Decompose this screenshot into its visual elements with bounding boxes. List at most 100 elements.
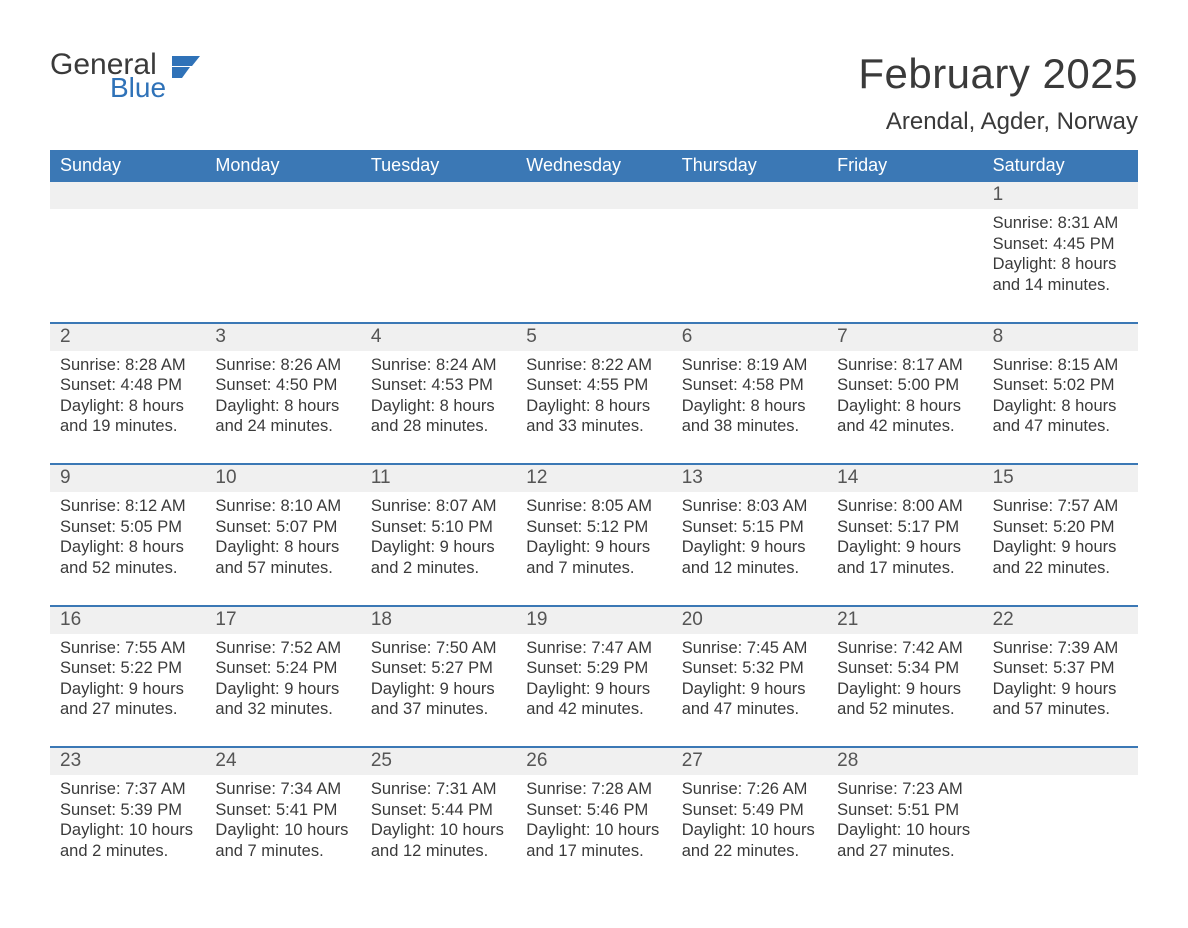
day-cell: Sunrise: 7:23 AMSunset: 5:51 PMDaylight:… bbox=[827, 775, 982, 888]
brand-text: General Blue bbox=[50, 50, 166, 102]
sunset-text: Sunset: 5:44 PM bbox=[371, 800, 506, 821]
sunset-text: Sunset: 5:29 PM bbox=[526, 658, 661, 679]
sunrise-text: Sunrise: 8:07 AM bbox=[371, 496, 506, 517]
sunrise-text: Sunrise: 7:57 AM bbox=[993, 496, 1128, 517]
sunset-text: Sunset: 4:55 PM bbox=[526, 375, 661, 396]
sunset-text: Sunset: 5:07 PM bbox=[215, 517, 350, 538]
day-number: 11 bbox=[361, 465, 516, 492]
dayname: Saturday bbox=[983, 150, 1138, 182]
sunset-text: Sunset: 4:48 PM bbox=[60, 375, 195, 396]
day-cell bbox=[205, 209, 360, 322]
location: Arendal, Agder, Norway bbox=[858, 108, 1138, 136]
day-number: 5 bbox=[516, 324, 671, 351]
sunset-text: Sunset: 4:50 PM bbox=[215, 375, 350, 396]
day-number: 27 bbox=[672, 748, 827, 775]
day-number: 3 bbox=[205, 324, 360, 351]
day-cell: Sunrise: 7:57 AMSunset: 5:20 PMDaylight:… bbox=[983, 492, 1138, 605]
daynum-row: 16171819202122 bbox=[50, 607, 1138, 634]
sunset-text: Sunset: 4:58 PM bbox=[682, 375, 817, 396]
day-cell bbox=[672, 209, 827, 322]
sunrise-text: Sunrise: 7:52 AM bbox=[215, 638, 350, 659]
dayname: Tuesday bbox=[361, 150, 516, 182]
day-number bbox=[50, 182, 205, 209]
day-number: 10 bbox=[205, 465, 360, 492]
daylight-text: Daylight: 8 hours and 47 minutes. bbox=[993, 396, 1128, 437]
sunset-text: Sunset: 5:27 PM bbox=[371, 658, 506, 679]
daylight-text: Daylight: 9 hours and 7 minutes. bbox=[526, 537, 661, 578]
sunset-text: Sunset: 5:37 PM bbox=[993, 658, 1128, 679]
day-cell: Sunrise: 7:37 AMSunset: 5:39 PMDaylight:… bbox=[50, 775, 205, 888]
sunset-text: Sunset: 5:12 PM bbox=[526, 517, 661, 538]
day-cell: Sunrise: 8:22 AMSunset: 4:55 PMDaylight:… bbox=[516, 351, 671, 464]
sunrise-text: Sunrise: 7:47 AM bbox=[526, 638, 661, 659]
daynum-row: 1 bbox=[50, 182, 1138, 209]
sunrise-text: Sunrise: 8:05 AM bbox=[526, 496, 661, 517]
daylight-text: Daylight: 10 hours and 17 minutes. bbox=[526, 820, 661, 861]
day-number: 1 bbox=[983, 182, 1138, 209]
daylight-text: Daylight: 9 hours and 47 minutes. bbox=[682, 679, 817, 720]
day-cell bbox=[983, 775, 1138, 888]
day-number: 23 bbox=[50, 748, 205, 775]
day-cell: Sunrise: 8:03 AMSunset: 5:15 PMDaylight:… bbox=[672, 492, 827, 605]
daylight-text: Daylight: 9 hours and 52 minutes. bbox=[837, 679, 972, 720]
sunset-text: Sunset: 5:49 PM bbox=[682, 800, 817, 821]
title-block: February 2025 Arendal, Agder, Norway bbox=[858, 50, 1138, 136]
month-title: February 2025 bbox=[858, 50, 1138, 98]
brand-word-2: Blue bbox=[110, 74, 166, 102]
header: General Blue February 2025 Arendal, Agde… bbox=[50, 50, 1138, 136]
day-number: 19 bbox=[516, 607, 671, 634]
daylight-text: Daylight: 8 hours and 42 minutes. bbox=[837, 396, 972, 437]
day-number: 16 bbox=[50, 607, 205, 634]
day-number bbox=[827, 182, 982, 209]
day-number: 4 bbox=[361, 324, 516, 351]
daylight-text: Daylight: 8 hours and 52 minutes. bbox=[60, 537, 195, 578]
week-row: 16171819202122Sunrise: 7:55 AMSunset: 5:… bbox=[50, 605, 1138, 747]
daynum-row: 232425262728 bbox=[50, 748, 1138, 775]
day-number: 12 bbox=[516, 465, 671, 492]
sunset-text: Sunset: 5:00 PM bbox=[837, 375, 972, 396]
daylight-text: Daylight: 9 hours and 57 minutes. bbox=[993, 679, 1128, 720]
daylight-text: Daylight: 8 hours and 14 minutes. bbox=[993, 254, 1128, 295]
day-cell: Sunrise: 7:31 AMSunset: 5:44 PMDaylight:… bbox=[361, 775, 516, 888]
day-cell: Sunrise: 8:28 AMSunset: 4:48 PMDaylight:… bbox=[50, 351, 205, 464]
dayname: Sunday bbox=[50, 150, 205, 182]
sunset-text: Sunset: 5:15 PM bbox=[682, 517, 817, 538]
day-cell: Sunrise: 8:15 AMSunset: 5:02 PMDaylight:… bbox=[983, 351, 1138, 464]
sunrise-text: Sunrise: 8:03 AM bbox=[682, 496, 817, 517]
day-number bbox=[516, 182, 671, 209]
daylight-text: Daylight: 10 hours and 22 minutes. bbox=[682, 820, 817, 861]
sunrise-text: Sunrise: 7:34 AM bbox=[215, 779, 350, 800]
day-cell: Sunrise: 7:47 AMSunset: 5:29 PMDaylight:… bbox=[516, 634, 671, 747]
day-cell: Sunrise: 8:05 AMSunset: 5:12 PMDaylight:… bbox=[516, 492, 671, 605]
day-cell bbox=[50, 209, 205, 322]
day-number: 24 bbox=[205, 748, 360, 775]
sunrise-text: Sunrise: 7:39 AM bbox=[993, 638, 1128, 659]
day-number bbox=[672, 182, 827, 209]
sunrise-text: Sunrise: 8:31 AM bbox=[993, 213, 1128, 234]
day-cell: Sunrise: 7:34 AMSunset: 5:41 PMDaylight:… bbox=[205, 775, 360, 888]
daylight-text: Daylight: 10 hours and 27 minutes. bbox=[837, 820, 972, 861]
day-cell: Sunrise: 8:26 AMSunset: 4:50 PMDaylight:… bbox=[205, 351, 360, 464]
daylight-text: Daylight: 9 hours and 27 minutes. bbox=[60, 679, 195, 720]
calendar: SundayMondayTuesdayWednesdayThursdayFrid… bbox=[50, 150, 1138, 888]
dayname: Thursday bbox=[672, 150, 827, 182]
sunrise-text: Sunrise: 7:42 AM bbox=[837, 638, 972, 659]
sunset-text: Sunset: 5:20 PM bbox=[993, 517, 1128, 538]
daylight-text: Daylight: 10 hours and 12 minutes. bbox=[371, 820, 506, 861]
sunrise-text: Sunrise: 8:17 AM bbox=[837, 355, 972, 376]
sunrise-text: Sunrise: 8:26 AM bbox=[215, 355, 350, 376]
sunset-text: Sunset: 5:22 PM bbox=[60, 658, 195, 679]
sunset-text: Sunset: 5:51 PM bbox=[837, 800, 972, 821]
day-cell: Sunrise: 7:45 AMSunset: 5:32 PMDaylight:… bbox=[672, 634, 827, 747]
sunrise-text: Sunrise: 8:22 AM bbox=[526, 355, 661, 376]
sunrise-text: Sunrise: 8:24 AM bbox=[371, 355, 506, 376]
sunrise-text: Sunrise: 7:37 AM bbox=[60, 779, 195, 800]
dayname: Monday bbox=[205, 150, 360, 182]
day-cell: Sunrise: 7:52 AMSunset: 5:24 PMDaylight:… bbox=[205, 634, 360, 747]
day-number: 2 bbox=[50, 324, 205, 351]
sunset-text: Sunset: 5:46 PM bbox=[526, 800, 661, 821]
daynum-row: 2345678 bbox=[50, 324, 1138, 351]
day-number: 17 bbox=[205, 607, 360, 634]
daylight-text: Daylight: 10 hours and 2 minutes. bbox=[60, 820, 195, 861]
daylight-text: Daylight: 10 hours and 7 minutes. bbox=[215, 820, 350, 861]
